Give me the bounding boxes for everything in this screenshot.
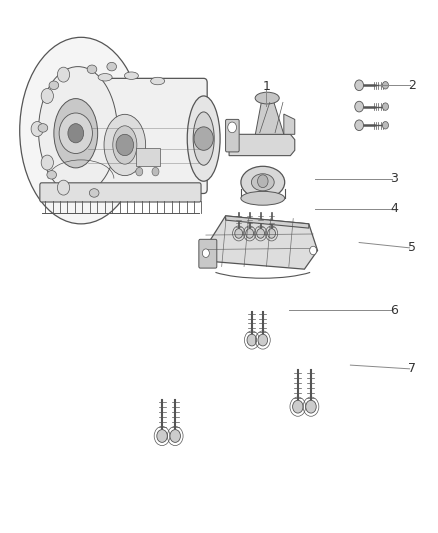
Ellipse shape — [241, 191, 285, 205]
Ellipse shape — [241, 166, 285, 198]
Circle shape — [268, 229, 276, 238]
Ellipse shape — [20, 37, 142, 224]
Polygon shape — [226, 216, 309, 228]
Ellipse shape — [54, 99, 98, 168]
Text: 2: 2 — [408, 79, 416, 92]
Circle shape — [59, 113, 92, 154]
Ellipse shape — [49, 81, 59, 90]
Polygon shape — [284, 114, 295, 134]
Ellipse shape — [98, 74, 112, 81]
Polygon shape — [255, 99, 284, 134]
Text: 7: 7 — [408, 362, 416, 375]
Polygon shape — [204, 216, 318, 269]
Circle shape — [355, 101, 364, 112]
Circle shape — [355, 80, 364, 91]
FancyBboxPatch shape — [199, 239, 217, 268]
Ellipse shape — [193, 112, 214, 165]
Ellipse shape — [104, 115, 145, 176]
Circle shape — [152, 167, 159, 176]
FancyBboxPatch shape — [226, 119, 239, 152]
Circle shape — [41, 88, 53, 103]
Circle shape — [157, 430, 167, 442]
Circle shape — [202, 249, 209, 257]
Text: 6: 6 — [390, 304, 398, 317]
Circle shape — [57, 180, 70, 195]
Circle shape — [57, 67, 70, 82]
Circle shape — [194, 127, 213, 150]
Ellipse shape — [39, 67, 117, 195]
Circle shape — [116, 134, 134, 156]
Ellipse shape — [87, 65, 97, 74]
Circle shape — [258, 175, 268, 188]
Ellipse shape — [38, 124, 48, 132]
Circle shape — [31, 122, 43, 136]
Circle shape — [41, 155, 53, 170]
Circle shape — [228, 122, 237, 133]
Circle shape — [136, 167, 143, 176]
Text: 5: 5 — [408, 241, 416, 254]
Ellipse shape — [187, 96, 220, 181]
Bar — [136, 148, 160, 166]
Circle shape — [235, 229, 243, 238]
Circle shape — [258, 334, 268, 346]
Ellipse shape — [47, 171, 57, 179]
FancyBboxPatch shape — [40, 183, 201, 202]
Circle shape — [293, 400, 303, 413]
Polygon shape — [229, 134, 295, 156]
Circle shape — [246, 229, 254, 238]
Ellipse shape — [251, 174, 274, 191]
Circle shape — [68, 124, 84, 143]
Ellipse shape — [89, 189, 99, 197]
Circle shape — [382, 103, 389, 110]
Ellipse shape — [107, 62, 117, 71]
Ellipse shape — [255, 92, 279, 104]
Ellipse shape — [151, 77, 165, 85]
Ellipse shape — [124, 72, 138, 79]
Circle shape — [247, 334, 257, 346]
Circle shape — [382, 82, 389, 89]
Circle shape — [310, 246, 317, 255]
Circle shape — [170, 430, 180, 442]
Circle shape — [257, 229, 265, 238]
Text: 3: 3 — [390, 172, 398, 185]
Circle shape — [355, 120, 364, 131]
Circle shape — [306, 400, 316, 413]
Ellipse shape — [113, 126, 137, 164]
Text: 1: 1 — [262, 80, 270, 93]
Text: 4: 4 — [390, 203, 398, 215]
Circle shape — [382, 122, 389, 129]
FancyBboxPatch shape — [82, 78, 207, 193]
